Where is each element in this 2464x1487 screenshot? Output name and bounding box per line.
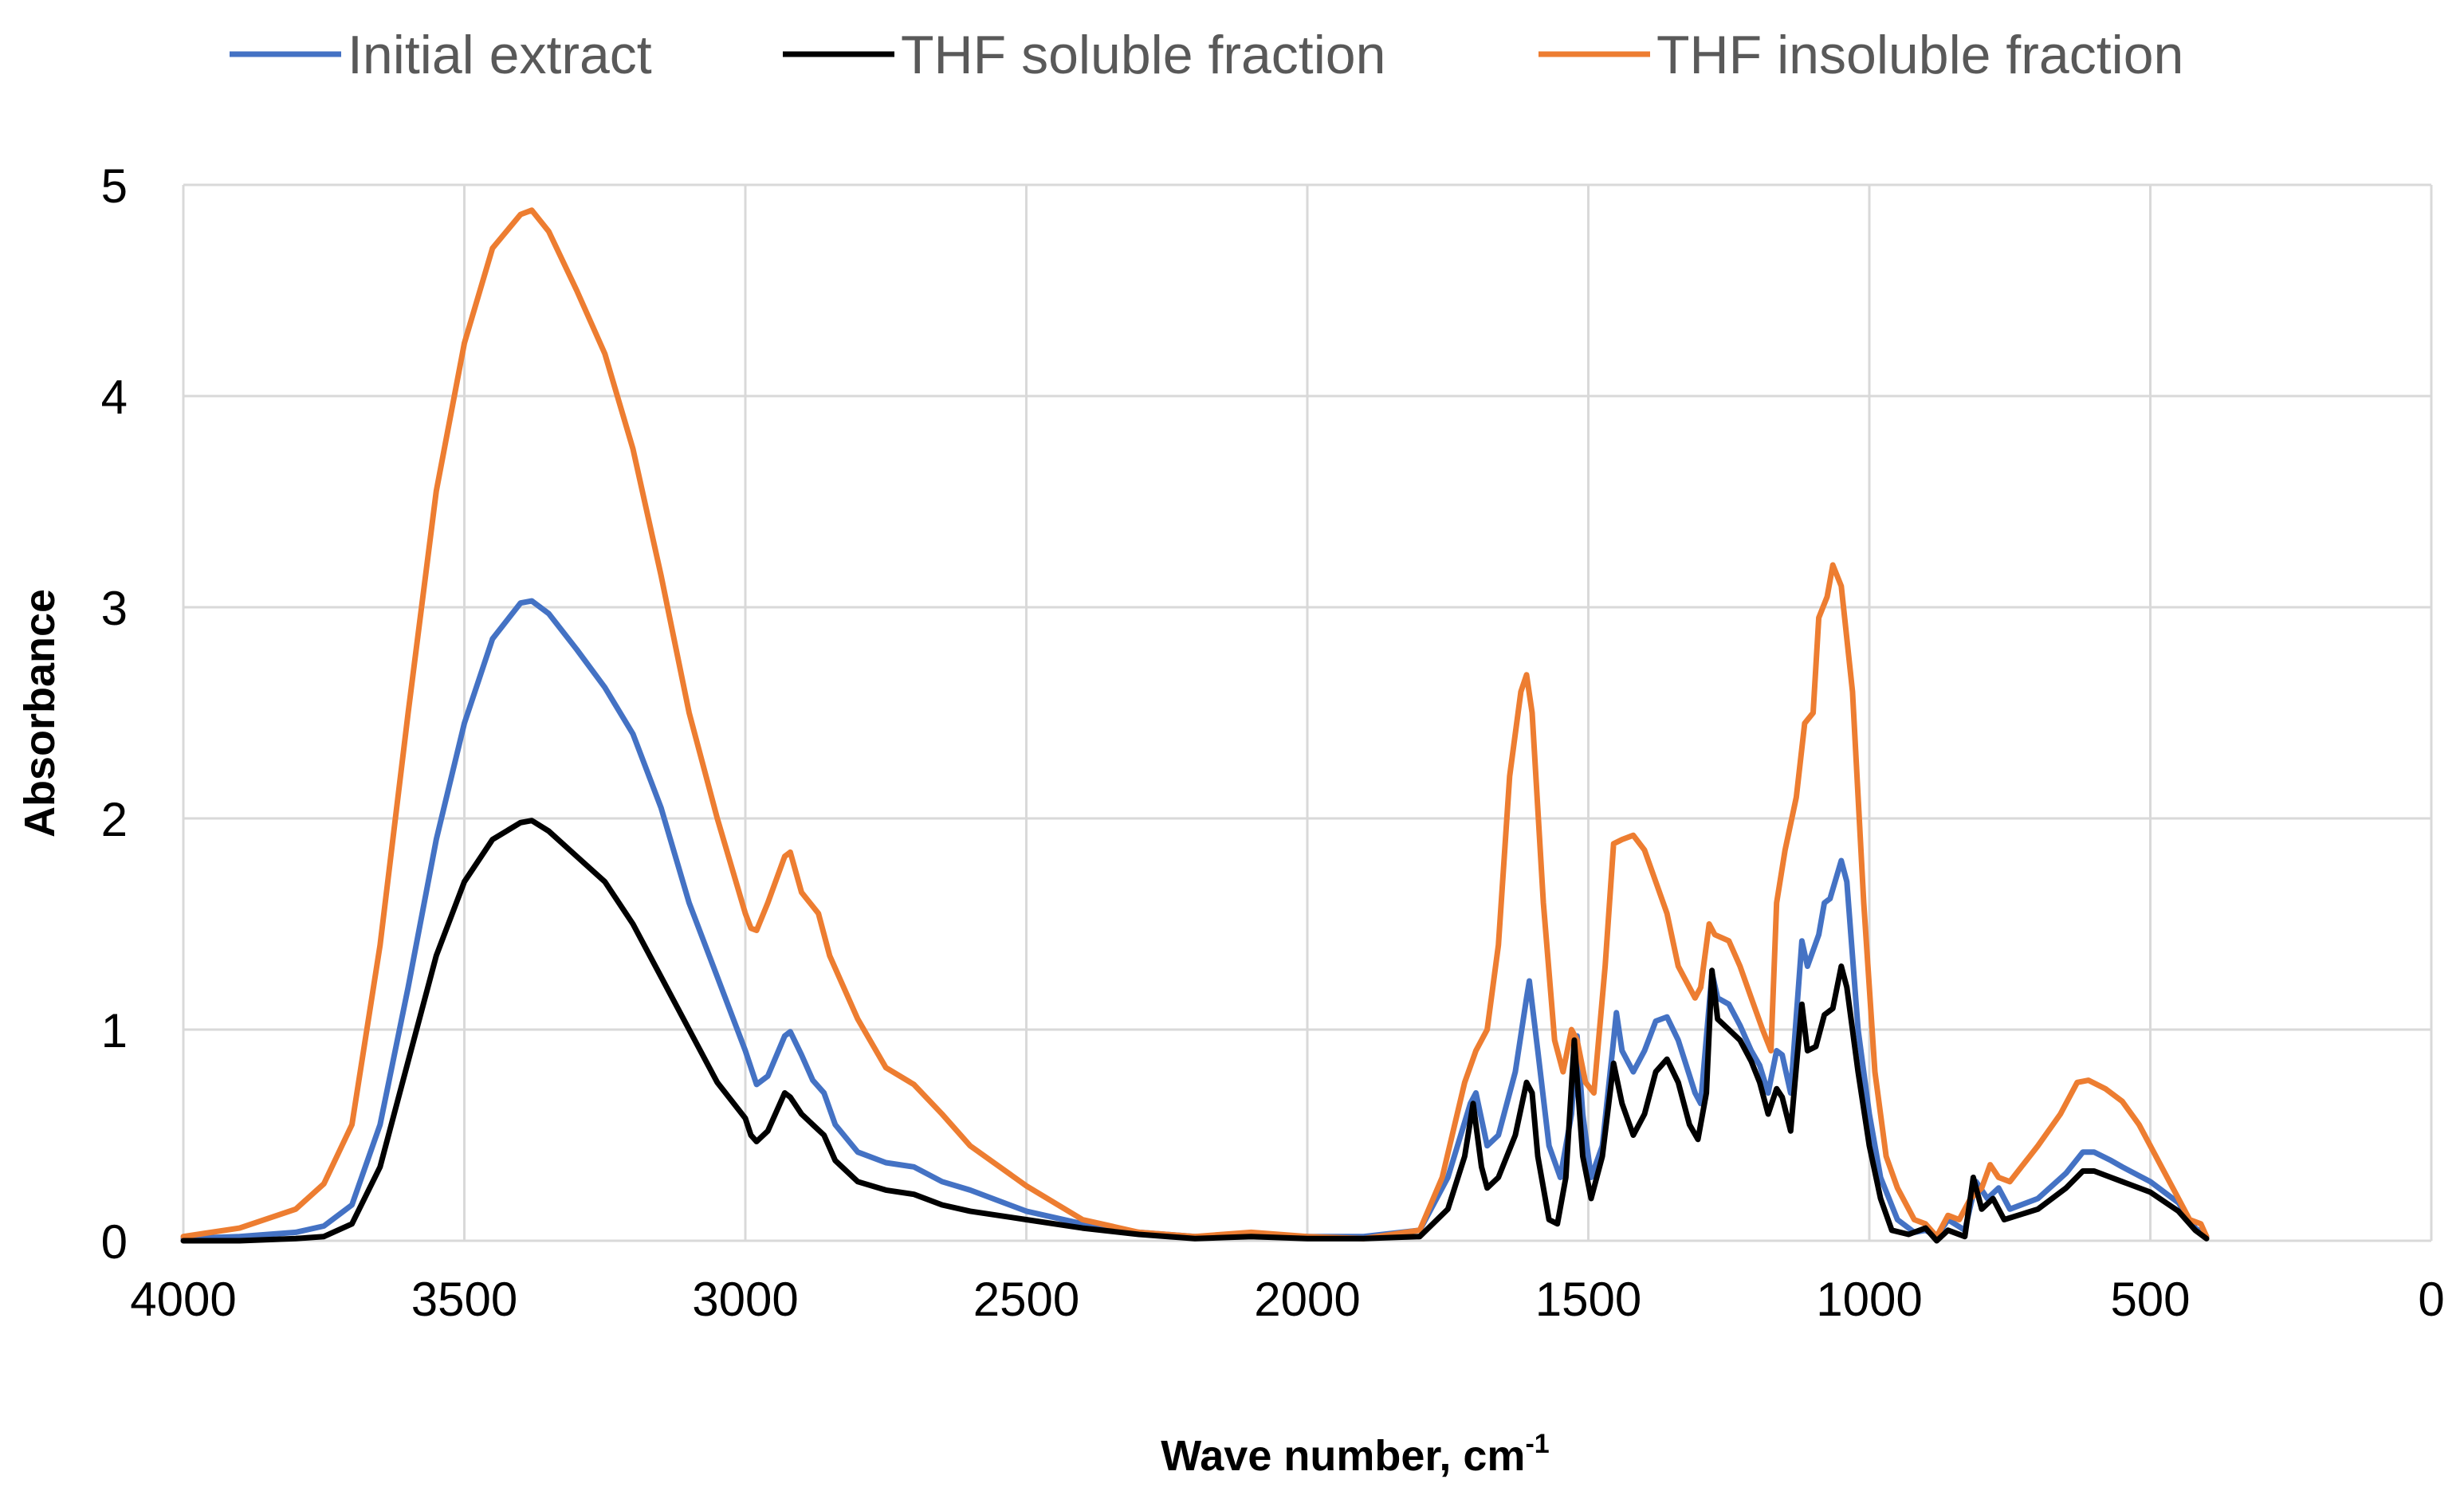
- x-axis-title-superscript: -1: [1525, 1429, 1549, 1459]
- legend-label-thf-soluble: THF soluble fraction: [901, 25, 1385, 85]
- y-axis-title: Absorbance: [16, 589, 64, 838]
- x-tick-label: 3000: [692, 1273, 798, 1326]
- series-line-thf-insoluble: [180, 207, 2210, 1242]
- legend-label-initial-extract: Initial extract: [348, 25, 652, 85]
- y-tick-label: 4: [101, 371, 128, 424]
- x-tick-label: 1000: [1816, 1273, 1922, 1326]
- y-tick-label: 0: [101, 1215, 128, 1269]
- series-layer: [180, 207, 2210, 1244]
- x-axis-tick-labels: 4000 3500 3000 2500 2000 1500 1000 500 0: [130, 1273, 2444, 1326]
- y-axis-tick-labels: 0 1 2 3 4 5: [101, 159, 128, 1269]
- x-tick-label: 2000: [1254, 1273, 1360, 1326]
- legend-label-thf-insoluble: THF insoluble fraction: [1656, 25, 2183, 85]
- legend: Initial extract THF soluble fraction THF…: [230, 25, 2183, 85]
- y-tick-label: 5: [101, 159, 128, 213]
- x-axis-title: Wave number, cm-1: [1161, 1429, 1549, 1480]
- series-line-thf-soluble: [180, 818, 2210, 1244]
- x-tick-label: 4000: [130, 1273, 236, 1326]
- x-tick-label: 2500: [973, 1273, 1079, 1326]
- x-axis-title-main: Wave number, cm: [1161, 1432, 1525, 1480]
- x-tick-label: 1500: [1535, 1273, 1641, 1326]
- y-tick-label: 3: [101, 582, 128, 635]
- x-tick-label: 0: [2418, 1273, 2444, 1326]
- y-tick-label: 1: [101, 1004, 128, 1057]
- x-tick-label: 3500: [411, 1273, 517, 1326]
- series-line-initial-extract: [180, 598, 2210, 1242]
- x-tick-label: 500: [2110, 1273, 2190, 1326]
- y-tick-label: 2: [101, 793, 128, 846]
